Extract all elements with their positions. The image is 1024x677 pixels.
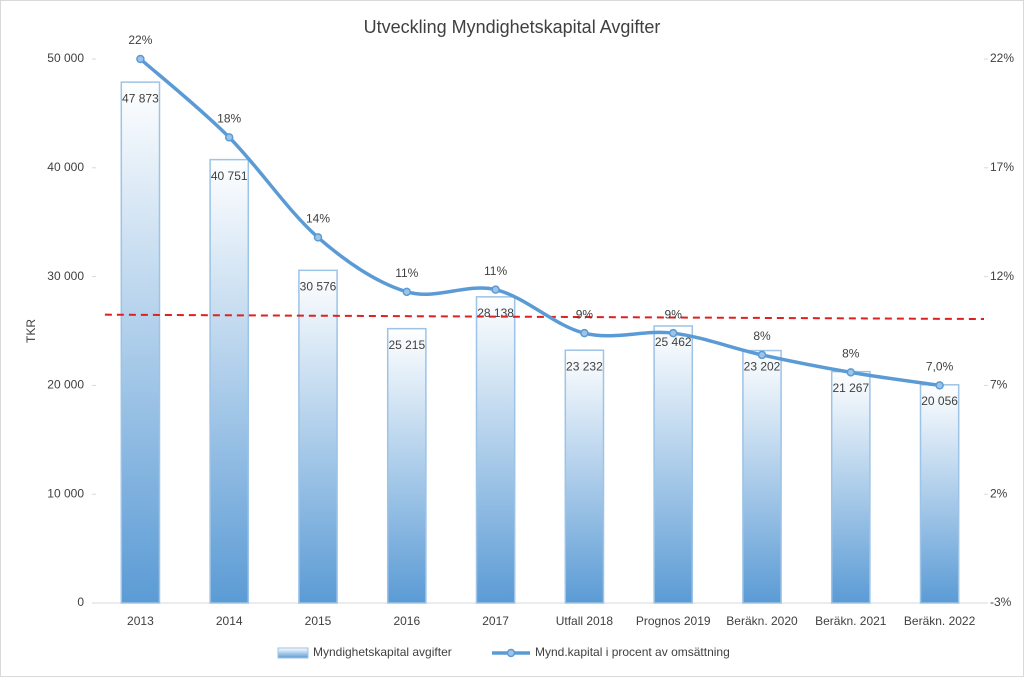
bar-value-label: 30 576 [300, 280, 337, 294]
bar [564, 349, 605, 604]
y2-tick-label: -3% [990, 595, 1012, 609]
bar [120, 81, 161, 604]
legend-swatch-point [506, 648, 516, 658]
line-value-label: 7,0% [926, 360, 954, 374]
line-point [402, 287, 412, 297]
bar-value-label: 23 232 [566, 359, 603, 373]
bar-value-label: 20 056 [921, 394, 958, 408]
y2-tick-label: 7% [990, 378, 1008, 392]
y-tick-label: 40 000 [47, 160, 84, 174]
bar-value-label: 21 267 [832, 381, 869, 395]
y-tick-label: 20 000 [47, 378, 84, 392]
bar [209, 158, 250, 604]
threshold-line [104, 313, 985, 321]
line-value-label: 8% [753, 329, 771, 343]
x-tick-label: Prognos 2019 [636, 614, 711, 628]
x-tick-label: 2017 [482, 614, 509, 628]
bar [830, 370, 871, 604]
line-point [136, 54, 145, 64]
bar [653, 325, 694, 604]
line-point [224, 133, 234, 142]
legend-label: Myndighetskapital avgifter [313, 645, 452, 659]
line [139, 57, 940, 388]
bar-value-label: 28 138 [477, 306, 514, 320]
line-value-label: 14% [306, 212, 330, 226]
line-value-label: 9% [665, 307, 683, 321]
line-value-label: 8% [842, 347, 860, 361]
line-value-label: 18% [217, 112, 241, 126]
bar [386, 327, 427, 604]
bar [742, 349, 782, 604]
bar-value-label: 23 202 [744, 360, 781, 374]
bar [919, 384, 960, 604]
line-point [935, 381, 944, 390]
line-value-label: 11% [395, 266, 418, 280]
legend-label: Mynd.kapital i procent av omsättning [535, 645, 730, 659]
x-tick-label: 2014 [216, 614, 243, 628]
bar [475, 296, 516, 604]
line-point [313, 233, 323, 242]
x-tick-label: 2013 [127, 614, 154, 628]
line-point [846, 368, 856, 377]
line-point [668, 328, 678, 338]
x-tick-label: Utfall 2018 [556, 614, 614, 628]
x-tick-label: Beräkn. 2021 [815, 614, 887, 628]
y2-tick-label: 12% [990, 269, 1014, 283]
y-tick-label: 10 000 [47, 486, 84, 500]
x-tick-label: Beräkn. 2022 [904, 614, 976, 628]
bar-value-label: 47 873 [122, 91, 159, 105]
bar-value-label: 25 215 [388, 338, 425, 352]
line-value-label: 11% [484, 264, 507, 278]
line-value-label: 9% [576, 307, 594, 321]
line-point [491, 285, 500, 294]
y-tick-label: 0 [77, 595, 84, 609]
line-point [757, 350, 767, 360]
y2-tick-label: 2% [990, 486, 1008, 500]
y-tick-label: 50 000 [47, 51, 84, 65]
x-tick-label: 2015 [305, 614, 332, 628]
bar-value-label: 25 462 [655, 335, 692, 349]
chart-title: Utveckling Myndighetskapital Avgifter [364, 17, 661, 37]
y2-tick-label: 17% [990, 160, 1014, 174]
bar [298, 269, 338, 604]
x-tick-label: 2016 [393, 614, 420, 628]
legend-swatch-bar [277, 647, 309, 659]
line-point [580, 328, 589, 338]
y2-tick-label: 22% [990, 51, 1014, 65]
y-tick-label: 30 000 [47, 269, 84, 283]
x-tick-label: Beräkn. 2020 [726, 614, 798, 628]
line-value-label: 22% [128, 33, 152, 47]
bar-value-label: 40 751 [211, 169, 248, 183]
y-axis-label: TKR [24, 319, 38, 343]
